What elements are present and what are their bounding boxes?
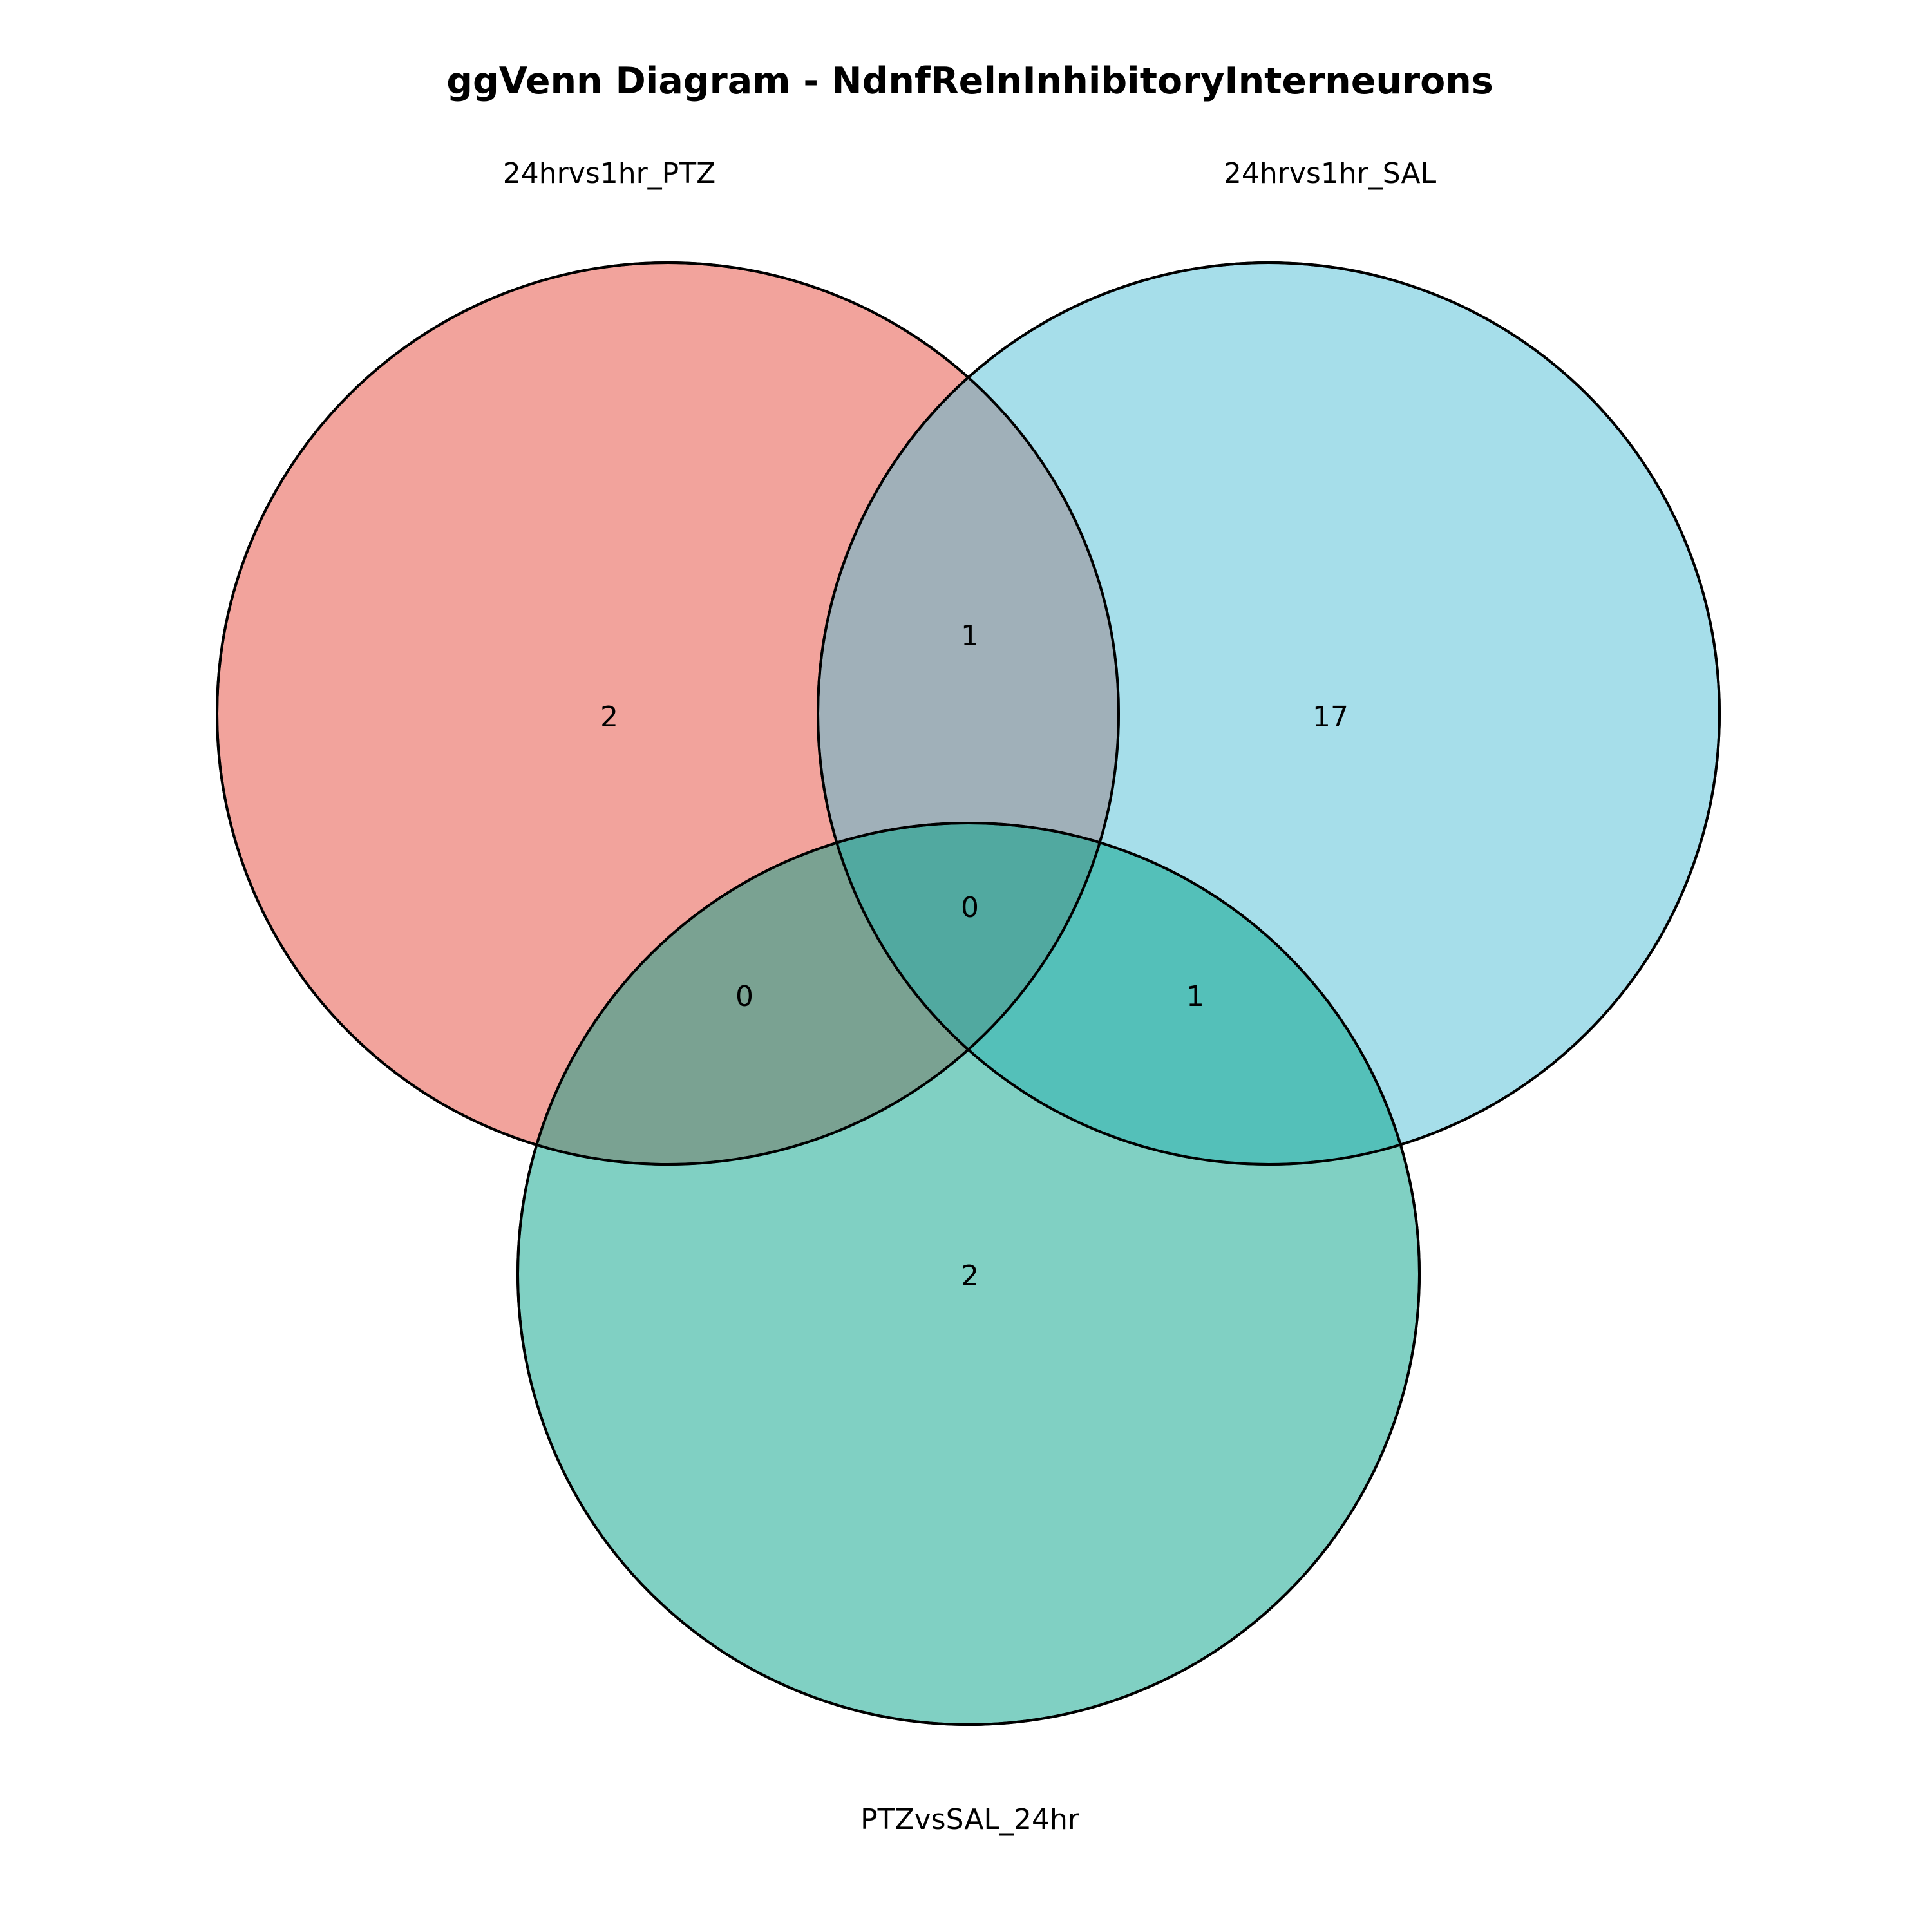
count-sal-and-ptzvssal: 1 — [1186, 980, 1204, 1013]
region-counts: 2 17 2 1 0 1 0 — [600, 620, 1349, 1293]
set-label-24hrvs1hr-sal: 24hrvs1hr_SAL — [1224, 157, 1437, 190]
set-circles — [216, 261, 1721, 1726]
set-outlines — [216, 261, 1721, 1726]
set-outline-ptzvssal-24hr — [516, 822, 1421, 1726]
diagram-title: ggVenn Diagram - NdnfRelnInhibitoryInter… — [446, 60, 1493, 102]
count-all-three: 0 — [961, 891, 979, 924]
set-label-24hrvs1hr-ptz: 24hrvs1hr_PTZ — [503, 157, 715, 190]
set-outline-24hrvs1hr-sal — [817, 261, 1721, 1166]
count-only-24hrvs1hr-sal: 17 — [1312, 701, 1349, 734]
set-labels: 24hrvs1hr_PTZ 24hrvs1hr_SAL PTZvsSAL_24h… — [503, 157, 1437, 1836]
count-only-ptzvssal-24hr: 2 — [961, 1260, 979, 1293]
count-ptz-and-sal: 1 — [961, 620, 979, 652]
set-label-ptzvssal-24hr: PTZvsSAL_24hr — [860, 1803, 1080, 1836]
set-outline-24hrvs1hr-ptz — [216, 261, 1120, 1166]
count-ptz-and-ptzvssal: 0 — [735, 980, 753, 1013]
count-only-24hrvs1hr-ptz: 2 — [600, 701, 618, 734]
